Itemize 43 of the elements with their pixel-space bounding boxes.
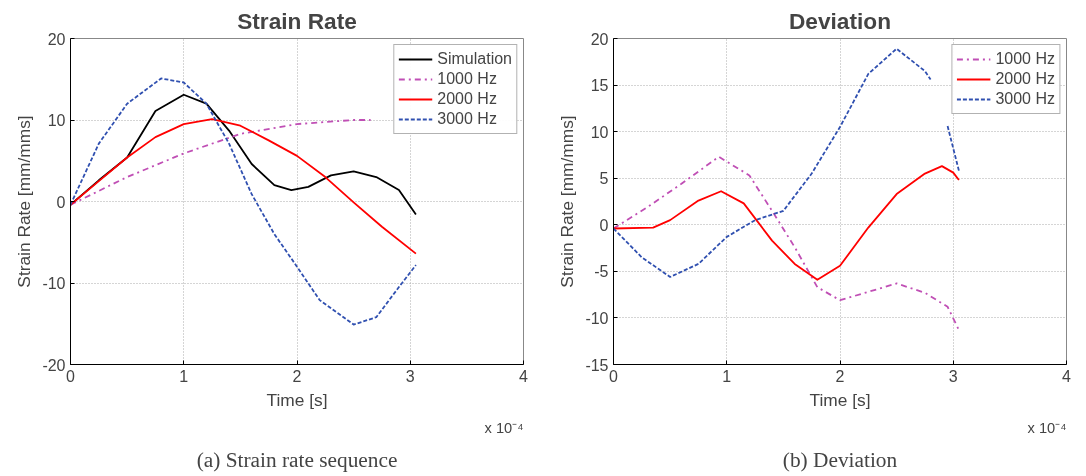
line-series [70,77,417,326]
legend-label: Simulation [437,50,512,68]
y-tick-label: -15 [585,356,609,374]
line-series [613,165,960,281]
legend-label: 2000 Hz [995,70,1055,88]
x-tick-label: 3 [948,367,958,385]
x-tick-label: 4 [519,367,529,385]
line-series [70,118,417,255]
chart-title: Strain Rate [237,7,357,34]
text: x 10⁻⁴ [1027,419,1067,436]
y-tick-label: 5 [599,170,609,188]
legend-label: 3000 Hz [437,110,497,128]
x-tick-label: 2 [292,367,302,385]
y-axis-title: Strain Rate [mm/mms] [557,115,578,288]
line-series [613,155,960,331]
y-tick-label: 20 [590,30,609,48]
text: (a) Strain rate sequence [196,447,398,472]
x-axis-title: Time [s] [809,389,871,410]
chart-title: Deviation [789,7,891,34]
x-tick-label: 4 [1062,367,1072,385]
x-tick-label: 3 [405,367,415,385]
legend-label: 1000 Hz [437,70,497,88]
y-tick-label: 0 [599,216,609,234]
y-tick-label: 0 [56,193,66,211]
y-axis-title: Strain Rate [mm/mms] [14,115,35,288]
text: x 10⁻⁴ [484,419,524,436]
y-tick-label: -20 [42,356,66,374]
line-series [70,119,372,206]
y-tick-label: -10 [585,309,609,327]
y-tick-label: 15 [590,77,609,95]
legend-label: 3000 Hz [995,90,1055,108]
y-tick-label: 20 [47,30,66,48]
y-tick-label: 10 [47,112,66,129]
x-tick-label: 1 [722,367,732,385]
legend-label: 1000 Hz [995,50,1055,68]
y-tick-label: -5 [594,263,609,281]
x-axis-title: Time [s] [266,389,328,410]
x-tick-label: 1 [179,367,189,385]
y-tick-label: -10 [42,275,66,292]
x-tick-label: 2 [835,367,845,385]
y-tick-label: 10 [590,123,609,141]
text: (b) Deviation [782,447,898,472]
legend-label: 2000 Hz [437,90,497,108]
